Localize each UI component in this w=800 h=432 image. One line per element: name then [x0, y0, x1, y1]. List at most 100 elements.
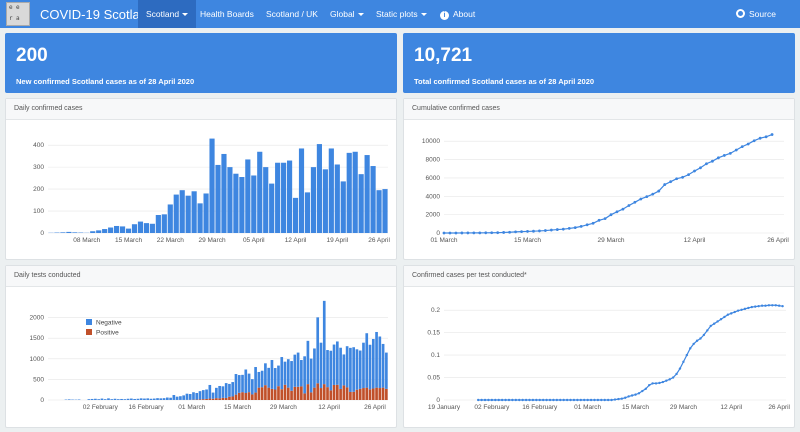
nav-scotland[interactable]: Scotland	[138, 0, 197, 28]
y-tick-label: 200	[33, 186, 44, 193]
bar-positive	[345, 387, 349, 400]
bar-negative	[162, 398, 166, 400]
bar	[108, 227, 114, 233]
bar-negative	[185, 393, 189, 400]
point	[711, 159, 714, 163]
point	[565, 398, 569, 402]
bar	[221, 153, 227, 233]
point	[630, 394, 634, 397]
bar	[292, 197, 299, 233]
bar-negative	[290, 361, 293, 391]
point	[555, 398, 559, 402]
y-tick-label: 0	[436, 397, 440, 404]
bar-negative	[296, 352, 300, 387]
point	[490, 231, 494, 235]
x-tick-label: 16 February	[522, 404, 558, 411]
bar-negative	[143, 398, 146, 400]
brand-title[interactable]: COVID-19 Scotland	[40, 7, 155, 22]
bar-positive	[260, 387, 264, 400]
legend-swatch-positive	[86, 329, 92, 335]
bar-negative	[107, 398, 110, 400]
point	[654, 382, 658, 385]
bar-positive	[290, 390, 293, 400]
legend-label: Negative	[96, 320, 122, 327]
bar-negative	[342, 354, 346, 386]
bar-negative	[375, 331, 378, 388]
point	[746, 142, 750, 146]
daily-tests-card: Daily tests conducted 0 500 1000 1500 2000 02…	[5, 265, 397, 428]
point	[514, 398, 518, 402]
chevron-down-icon	[357, 13, 364, 17]
bar-negative	[306, 340, 310, 385]
bar	[66, 231, 72, 233]
nav-health-boards[interactable]: Health Boards	[192, 0, 262, 28]
nav-label: Static plots	[376, 9, 418, 19]
cases-per-test-chart[interactable]: 0 0.05 0.1 0.15 0.2 19 January 02 February 16 F…	[404, 287, 794, 428]
point	[695, 339, 699, 342]
bar-negative	[335, 341, 339, 385]
y-tick-label: 2000	[30, 315, 45, 322]
point	[627, 395, 630, 398]
point	[774, 304, 777, 307]
bar-positive	[358, 388, 362, 400]
point	[573, 226, 577, 230]
point	[496, 231, 500, 235]
point	[693, 169, 696, 173]
point	[549, 228, 553, 232]
point	[709, 324, 712, 328]
bar	[364, 155, 370, 233]
nav-static-plots[interactable]: Static plots	[368, 0, 435, 28]
point	[651, 192, 655, 196]
bar-positive	[300, 386, 303, 400]
bar-negative	[172, 395, 176, 400]
bar-negative	[365, 333, 369, 388]
point	[490, 398, 494, 402]
point	[615, 210, 619, 214]
daily-tests-chart[interactable]: 0 500 1000 1500 2000 02 February 16 February 01…	[6, 287, 396, 428]
point	[760, 304, 764, 307]
bar-negative	[326, 350, 329, 388]
bar-negative	[273, 368, 277, 390]
bar	[257, 151, 263, 233]
bar-positive	[326, 387, 329, 400]
point	[716, 156, 720, 160]
daily-cases-chart[interactable]: 0 100 200 300 400 08 March 15 March 22 March 29 …	[6, 120, 396, 260]
point	[538, 398, 541, 402]
bar-negative	[208, 384, 212, 399]
point	[562, 398, 565, 402]
bar-negative	[175, 396, 179, 400]
bar-positive	[319, 388, 323, 400]
point	[586, 398, 589, 402]
bar-negative	[146, 398, 150, 400]
bar-negative	[110, 399, 114, 400]
y-tick-label: 0.05	[427, 375, 440, 382]
y-tick-label: 10000	[422, 138, 440, 145]
bar-positive	[250, 394, 254, 400]
point	[454, 231, 458, 235]
point	[518, 398, 521, 402]
bar-negative	[133, 398, 136, 400]
point	[764, 304, 767, 307]
point	[460, 231, 464, 235]
bar-negative	[218, 385, 221, 399]
bar	[161, 214, 167, 233]
cumulative-cases-chart[interactable]: 0 2000 4000 6000 8000 10000 01 March 15 March 29…	[404, 120, 794, 260]
nav-global[interactable]: Global	[322, 0, 372, 28]
point	[448, 231, 452, 235]
point	[579, 224, 583, 228]
point	[692, 342, 695, 346]
nav-about[interactable]: i About	[432, 0, 483, 28]
point	[500, 398, 504, 402]
point	[651, 382, 654, 385]
nav-source-code[interactable]: Source Code	[728, 0, 800, 47]
point	[675, 177, 679, 181]
bar	[185, 195, 191, 233]
bar	[72, 232, 78, 233]
bar-negative	[303, 356, 306, 394]
bar-positive	[244, 392, 248, 400]
nav-scotland-uk[interactable]: Scotland / UK	[258, 0, 326, 28]
point	[722, 154, 726, 157]
bar-negative	[156, 398, 159, 400]
bar	[298, 148, 305, 233]
